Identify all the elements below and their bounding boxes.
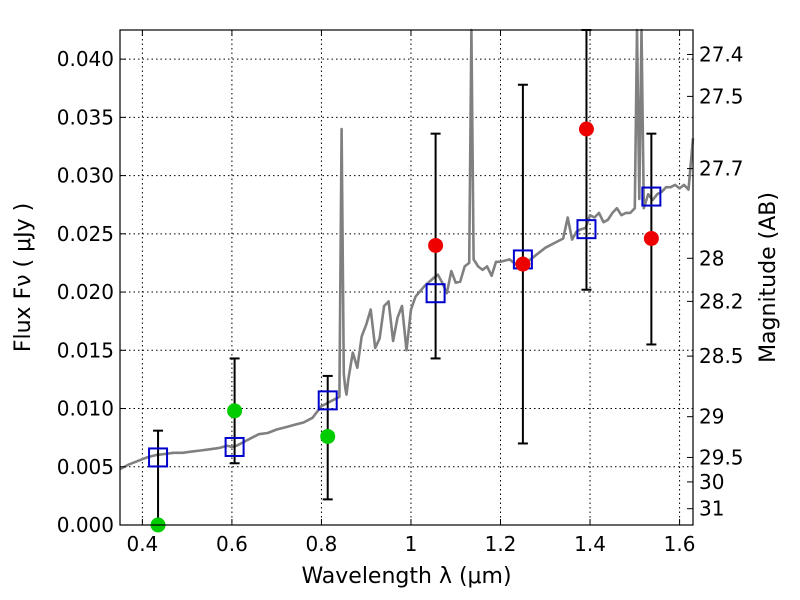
x-tick-label: 1.4 [574,532,606,556]
right-tick-label: 28 [699,246,724,270]
right-tick-label: 30 [699,470,724,494]
x-tick-label: 1.6 [664,532,696,556]
x-tick-label: 1.2 [485,532,517,556]
y-tick-label: 0.035 [57,105,114,129]
model-square-marker [317,390,338,411]
right-tick-label: 29.5 [699,445,744,469]
y-tick-label: 0.005 [57,455,114,479]
axis-ticks: 0.4 0.6 0.8 1 1.2 1.4 1.6 0.000 0.005 0.010 0.015 0… [57,30,744,556]
x-tick-label: 0.4 [126,532,158,556]
red-data-point [643,230,659,246]
x-axis-label: Wavelength λ (μm) [301,564,511,589]
right-tick-label: 27.4 [699,42,744,66]
x-tick-label: 0.6 [216,532,248,556]
right-tick-label: 27.5 [699,84,744,108]
right-tick-label: 27.7 [699,157,744,181]
green-data-point [227,403,243,419]
y-tick-label: 0.040 [57,47,114,71]
model-square-marker [148,447,169,468]
y-tick-label: 0.030 [57,164,114,188]
right-tick-label: 28.5 [699,344,744,368]
plot-frame [119,29,694,526]
right-tick-label: 28.2 [699,289,744,313]
right-tick-label: 29 [699,405,724,429]
right-tick-label: 31 [699,497,724,521]
red-data-point [578,121,594,137]
model-square-marker [641,186,662,207]
model-square-marker [224,436,245,457]
model-square-marker [576,219,597,240]
right-axis-label: Magnitude (AB) [756,192,781,363]
y-axis-label: Flux Fν ( μJy ) [11,203,36,352]
data-markers [148,121,662,533]
red-data-point [428,237,444,253]
model-square-marker [425,283,446,304]
model-spectrum [119,28,695,471]
y-tick-label: 0.015 [57,338,114,362]
spectrum-line [119,28,695,471]
y-tick-label: 0.010 [57,397,114,421]
green-data-point [320,428,336,444]
y-tick-label: 0.020 [57,280,114,304]
x-tick-label: 0.8 [306,532,338,556]
error-bars [153,29,657,526]
y-tick-label: 0.000 [57,513,114,537]
red-data-point [515,256,531,272]
y-tick-label: 0.025 [57,222,114,246]
x-tick-label: 1 [405,532,418,556]
